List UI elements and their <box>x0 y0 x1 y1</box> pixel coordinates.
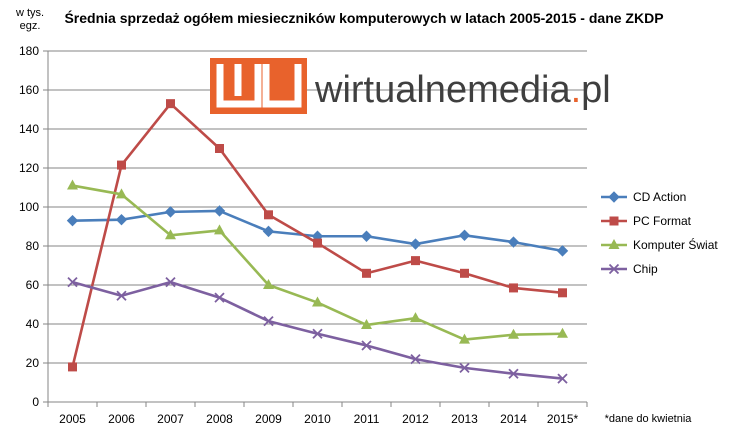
y-tick-label: 80 <box>26 239 40 253</box>
x-tick-label: 2005 <box>59 412 86 426</box>
data-point-chip <box>459 362 470 374</box>
y-tick-label: 140 <box>19 122 39 136</box>
data-point-pc-format <box>117 160 126 170</box>
data-point-komputer-wiat <box>361 318 372 329</box>
data-point-cd-action <box>213 205 226 217</box>
data-point-chip <box>312 328 323 339</box>
legend-label: CD Action <box>633 190 686 204</box>
tick-labels: 0 20 40 60 80 100 120 140 160 180 2005 2006 2007 2008… <box>19 44 579 426</box>
series <box>66 99 569 384</box>
x-tick-label: 2012 <box>402 412 429 426</box>
data-point-cd-action <box>115 213 128 226</box>
data-point-pc-format <box>264 210 273 220</box>
series-komputer-wiat <box>67 179 568 344</box>
axes <box>43 50 588 407</box>
wm-logo-text: wirtualnemedia.pl <box>314 69 611 111</box>
y-tick-label: 120 <box>19 161 39 175</box>
y-tick-label: 40 <box>26 317 40 331</box>
series-line-komputer-wiat <box>72 184 563 341</box>
data-point-pc-format <box>362 268 371 278</box>
legend: CD Action PC Format Komputer Świat Chip <box>601 190 718 276</box>
x-tick-label: 2015* <box>547 412 579 426</box>
wirtualnemedia-logo: wirtualnemedia.pl <box>210 58 611 114</box>
y-unit-line-2: egz. <box>20 20 41 32</box>
data-point-cd-action <box>164 206 177 218</box>
data-point-cd-action <box>556 245 569 257</box>
y-unit-line-1: w tys. <box>15 7 44 19</box>
data-point-chip <box>557 373 568 384</box>
x-tick-label: 2009 <box>255 412 282 426</box>
legend-swatch-marker <box>608 191 620 203</box>
data-point-chip <box>263 315 274 327</box>
legend-item-chip: Chip <box>601 262 658 276</box>
series-chip <box>67 276 568 384</box>
footnote: *dane do kwietnia <box>605 413 693 425</box>
wm-logo-mark <box>210 58 307 114</box>
data-point-pc-format <box>509 283 518 293</box>
data-point-komputer-wiat <box>116 188 127 199</box>
data-point-chip <box>361 340 372 351</box>
logo-text-tld: pl <box>581 69 611 111</box>
legend-swatch-marker <box>609 216 619 226</box>
data-point-cd-action <box>507 236 520 248</box>
legend-item-pc-format: PC Format <box>601 214 692 228</box>
x-tick-label: 2007 <box>157 412 184 426</box>
logo-mark-shape <box>216 64 302 108</box>
data-point-chip <box>165 276 176 288</box>
data-point-pc-format <box>68 362 77 372</box>
chart-title: Średnia sprzedaż ogółem miesieczników ko… <box>64 9 663 26</box>
x-tick-label: 2014 <box>500 412 527 426</box>
data-point-cd-action <box>458 229 471 241</box>
legend-swatch-marker <box>608 239 620 249</box>
legend-label: Komputer Świat <box>633 237 718 252</box>
x-tick-label: 2011 <box>354 412 380 426</box>
data-point-chip <box>508 368 519 379</box>
series-cd-action <box>66 205 569 257</box>
data-point-pc-format <box>215 144 224 153</box>
legend-label: Chip <box>633 262 658 276</box>
data-point-pc-format <box>313 238 322 248</box>
data-point-komputer-wiat <box>508 328 519 339</box>
y-tick-label: 160 <box>19 83 39 97</box>
data-point-komputer-wiat <box>214 224 225 235</box>
data-point-komputer-wiat <box>67 179 78 190</box>
y-tick-label: 100 <box>19 200 39 214</box>
data-point-pc-format <box>460 268 469 278</box>
y-tick-label: 180 <box>19 44 39 58</box>
data-point-pc-format <box>411 256 420 266</box>
data-point-komputer-wiat <box>459 333 470 344</box>
series-pc-format <box>68 99 567 372</box>
data-point-pc-format <box>558 288 567 298</box>
data-point-chip <box>214 292 225 303</box>
logo-text-main: wirtualnemedia <box>314 69 571 111</box>
legend-swatch-marker <box>608 263 620 275</box>
data-point-komputer-wiat <box>410 312 421 323</box>
data-point-cd-action <box>409 238 422 250</box>
data-point-chip <box>67 276 78 288</box>
data-point-komputer-wiat <box>312 296 323 307</box>
x-tick-label: 2013 <box>451 412 478 426</box>
x-tick-label: 2008 <box>206 412 233 426</box>
data-point-komputer-wiat <box>165 229 176 240</box>
data-point-chip <box>410 353 421 365</box>
data-point-komputer-wiat <box>557 327 568 338</box>
y-tick-label: 60 <box>26 278 40 292</box>
data-point-chip <box>116 290 127 301</box>
y-tick-label: 0 <box>32 395 39 409</box>
data-point-cd-action <box>66 214 79 227</box>
legend-item-cd-action: CD Action <box>601 190 686 204</box>
data-point-komputer-wiat <box>263 279 274 289</box>
data-point-pc-format <box>166 99 175 109</box>
y-tick-label: 20 <box>26 356 40 370</box>
logo-text-dot: . <box>571 69 582 111</box>
data-point-cd-action <box>262 225 275 238</box>
x-tick-label: 2006 <box>108 412 135 426</box>
x-tick-label: 2010 <box>304 412 331 426</box>
legend-label: PC Format <box>633 214 692 228</box>
legend-item-komputer-wiat: Komputer Świat <box>601 237 718 252</box>
data-point-cd-action <box>360 230 373 242</box>
